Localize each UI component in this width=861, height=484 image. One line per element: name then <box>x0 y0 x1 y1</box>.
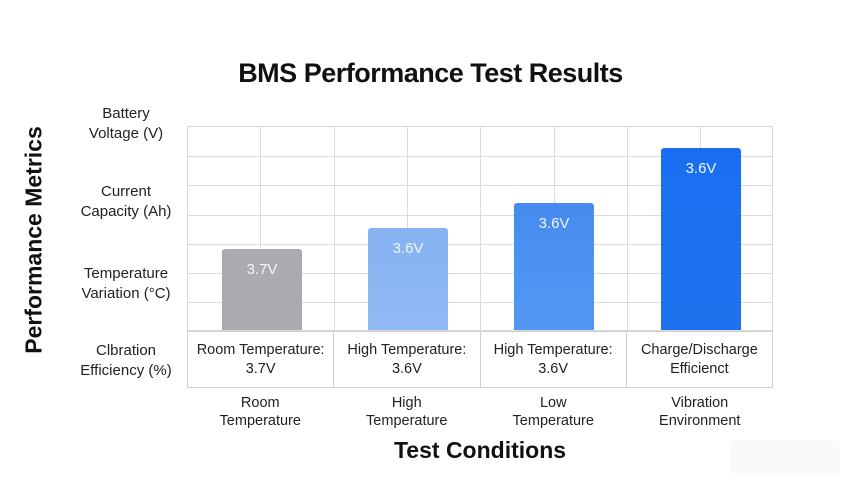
x-tick-line: Temperature <box>512 413 594 429</box>
y-tick-label-calibration-efficiency: Clbration Efficiency (%) <box>66 341 186 381</box>
table-cell-line: 3.7V <box>245 360 276 377</box>
x-tick-line: High <box>391 395 422 411</box>
y-tick-line: Voltage (V) <box>88 125 164 142</box>
bar-value-label: 3.6V <box>392 240 424 257</box>
table-cell-line: High Temperature: <box>347 341 467 358</box>
x-tick-line: Temperature <box>219 413 301 429</box>
table-cell: High Temperature: 3.6V <box>334 332 481 387</box>
x-tick-line: Vibration <box>671 395 729 411</box>
table-cell: Room Temperature: 3.7V <box>188 332 335 387</box>
y-axis-title: Performance Metrics <box>20 126 47 354</box>
bar-room-temperature[interactable]: 3.7V <box>222 249 302 330</box>
bar-value-label: 3.6V <box>685 160 717 177</box>
x-tick-label-high-temperature: High Temperature <box>334 394 481 430</box>
table-cell-line: Room Temperature: <box>196 341 325 358</box>
bar-vibration-environment[interactable]: 3.6V <box>661 148 741 330</box>
y-tick-line: Temperature <box>83 265 169 282</box>
x-tick-label-room-temperature: Room Temperature <box>187 394 334 430</box>
grid-line <box>334 127 335 330</box>
grid-line <box>627 127 628 330</box>
data-table-row: Room Temperature: 3.7V High Temperature:… <box>187 331 773 388</box>
y-tick-label-battery-voltage: Battery Voltage (V) <box>66 104 186 144</box>
background-smudge <box>730 440 840 475</box>
bar-low-temperature[interactable]: 3.6V <box>514 203 594 330</box>
bar-high-temperature[interactable]: 3.6V <box>368 228 448 330</box>
table-cell: High Temperature: 3.6V <box>481 332 627 387</box>
x-axis-categories: Room Temperature High Temperature Low Te… <box>187 394 773 430</box>
y-tick-line: Clbration <box>95 342 157 359</box>
plot-area: 3.7V 3.6V 3.6V 3.6V <box>187 126 773 331</box>
x-tick-line: Room <box>240 395 280 411</box>
x-tick-line: Temperature <box>366 413 448 429</box>
table-cell-line: Charge/Discharge <box>640 341 758 358</box>
grid-line <box>260 127 261 330</box>
x-tick-line: Environment <box>659 413 741 429</box>
x-tick-label-low-temperature: Low Temperature <box>480 394 627 430</box>
table-cell-line: High Temperature: <box>493 341 613 358</box>
x-tick-label-vibration-environment: Vibration Environment <box>627 394 774 430</box>
table-cell-line: 3.6V <box>538 360 569 377</box>
y-tick-line: Battery <box>102 105 150 122</box>
x-tick-line: Low <box>539 395 567 411</box>
bar-value-label: 3.7V <box>246 261 278 278</box>
bar-value-label: 3.6V <box>538 215 570 232</box>
table-cell: Charge/Discharge Efficienct <box>627 332 772 387</box>
x-axis-title: Test Conditions <box>393 437 567 463</box>
grid-line <box>480 127 481 330</box>
y-tick-line: Efficiency (%) <box>80 362 172 379</box>
table-cell-line: Efficienct <box>670 360 729 377</box>
y-tick-label-temperature-variation: Temperature Variation (°C) <box>66 264 186 304</box>
y-tick-label-current-capacity: Current Capacity (Ah) <box>66 182 186 222</box>
chart-title: BMS Performance Test Results <box>238 58 623 88</box>
table-cell-line: 3.6V <box>391 360 422 377</box>
y-tick-line: Variation (°C) <box>81 285 171 302</box>
y-tick-line: Capacity (Ah) <box>80 203 172 220</box>
y-tick-line: Current <box>100 183 152 200</box>
